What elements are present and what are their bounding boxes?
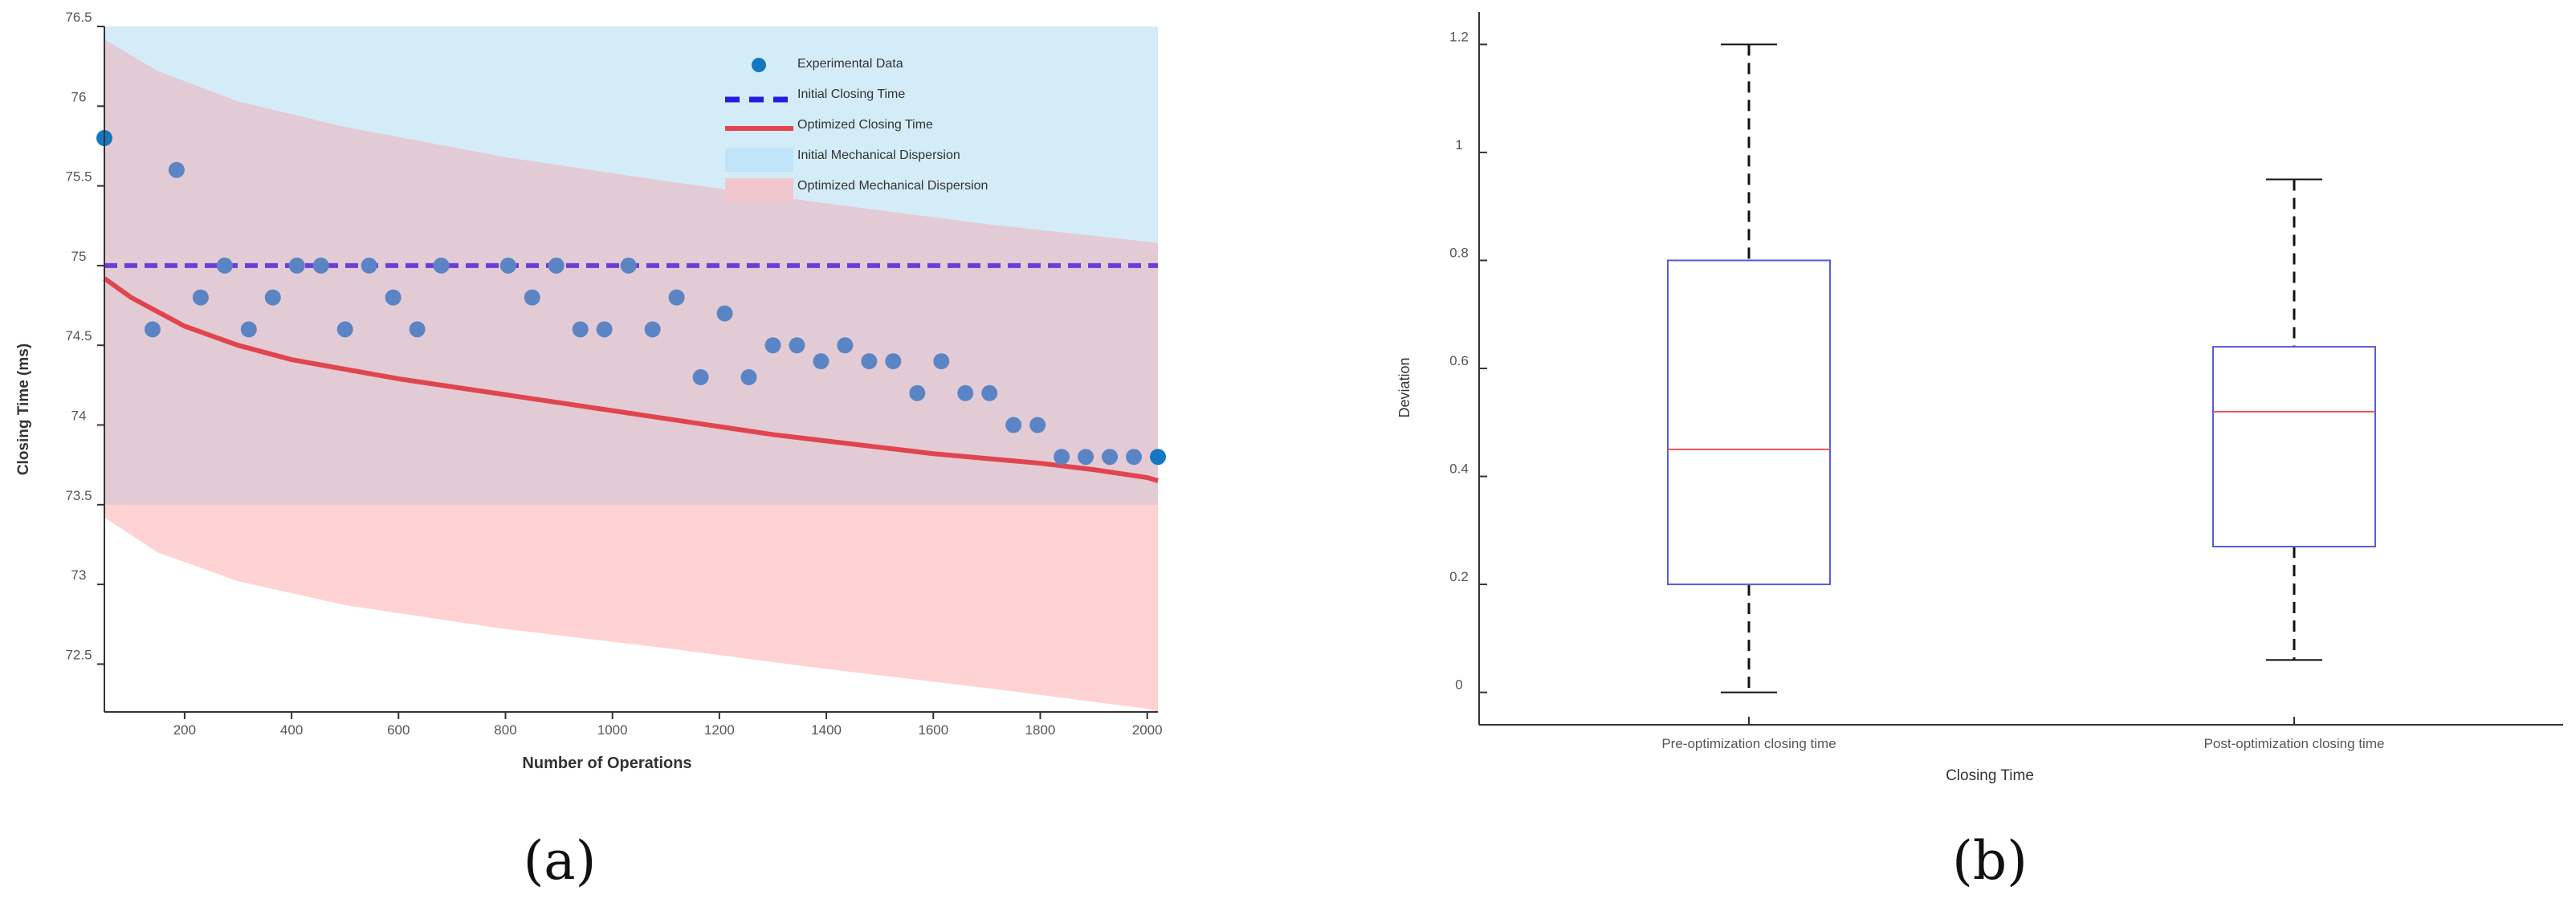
y-axis-title: Closing Time (ms) <box>15 344 32 475</box>
experimental-point <box>240 321 257 338</box>
x-tick-label: 1800 <box>1025 722 1056 738</box>
panel-label-b: (b) <box>1952 830 2028 892</box>
legend-label: Initial Mechanical Dispersion <box>797 148 960 162</box>
y-tick-label: 0.8 <box>1449 245 1469 260</box>
y-tick-label: 0.6 <box>1449 353 1469 368</box>
experimental-point <box>1126 449 1143 466</box>
x-tick-label: 1600 <box>918 722 948 738</box>
experimental-point <box>312 257 329 274</box>
y-tick-label: 1.2 <box>1449 29 1469 44</box>
experimental-point <box>168 161 185 178</box>
experimental-point <box>385 289 401 306</box>
experimental-point <box>1054 449 1070 466</box>
chart-a-closing-time: 200 400 600 800 1000 1200 1400 1600 1800 2000 72.5… <box>15 10 1166 772</box>
experimental-point <box>1078 449 1094 466</box>
experimental-point <box>361 257 377 274</box>
experimental-point <box>981 384 998 401</box>
experimental-point <box>885 353 902 370</box>
y-tick-label: 73 <box>71 567 87 583</box>
experimental-point <box>499 257 516 274</box>
experimental-point <box>1005 417 1022 433</box>
experimental-point <box>596 321 613 338</box>
y-tick-label: 74.5 <box>65 328 92 344</box>
y-axis-title: Deviation <box>1396 357 1412 417</box>
experimental-point <box>716 305 733 322</box>
y-tick-label: 1 <box>1455 137 1462 152</box>
legend-marker-optimized-band <box>725 178 793 202</box>
box <box>1667 259 1831 586</box>
y-tick-label: 73.5 <box>65 488 92 503</box>
x-tick-label: 400 <box>280 722 303 738</box>
experimental-point <box>216 257 233 274</box>
experimental-point <box>789 337 805 354</box>
experimental-point <box>933 353 950 370</box>
y-tick-label: 76.5 <box>65 10 92 25</box>
y-tick-label: 72.5 <box>65 647 92 662</box>
x-tick-label: Post-optimization closing time <box>2204 736 2385 751</box>
y-tick-label: 0 <box>1455 677 1462 693</box>
experimental-point <box>1150 449 1166 466</box>
optimized-closing-time-line <box>103 276 1159 483</box>
experimental-point <box>861 353 878 370</box>
x-tick-label: 800 <box>494 722 516 738</box>
experimental-point <box>909 384 926 401</box>
y-tick-label: 76 <box>71 89 87 104</box>
experimental-point <box>548 257 565 274</box>
x-axis-title: Closing Time <box>1946 767 2034 784</box>
y-tick-label: 75.5 <box>65 169 92 185</box>
y-tick-label: 75 <box>71 249 87 264</box>
experimental-point <box>692 368 709 385</box>
experimental-point <box>336 321 353 338</box>
experimental-point <box>668 289 685 306</box>
experimental-point <box>1029 417 1046 433</box>
experimental-point <box>813 353 829 370</box>
experimental-point <box>433 257 450 274</box>
y-tick-label: 0.4 <box>1449 462 1469 477</box>
legend-label: Optimized Closing Time <box>797 118 933 132</box>
experimental-point <box>288 257 305 274</box>
x-tick-label: 1200 <box>704 722 735 738</box>
experimental-point <box>192 289 209 306</box>
experimental-point <box>740 368 757 385</box>
experimental-point <box>957 384 974 401</box>
x-tick-label: 600 <box>387 722 410 738</box>
panel-label-a: (a) <box>524 830 597 892</box>
x-tick-label: 1000 <box>597 722 628 738</box>
legend-marker-experimental <box>752 58 766 72</box>
legend-label: Experimental Data <box>797 57 903 71</box>
legend-label: Optimized Mechanical Dispersion <box>797 179 988 193</box>
x-tick-label: 200 <box>173 722 196 738</box>
x-tick-label: Pre-optimization closing time <box>1661 736 1836 751</box>
legend-marker-initial-band <box>725 148 793 172</box>
experimental-point <box>144 321 161 338</box>
experimental-point <box>524 289 540 306</box>
experimental-point <box>264 289 281 306</box>
experimental-point <box>620 257 637 274</box>
experimental-point <box>837 337 854 354</box>
experimental-point <box>644 321 661 338</box>
box <box>2212 346 2376 547</box>
x-tick-label: 1400 <box>811 722 842 738</box>
x-tick-label: 2000 <box>1132 722 1163 738</box>
experimental-point <box>1102 449 1119 466</box>
y-tick-label: 74 <box>71 409 87 424</box>
y-tick-label: 0.2 <box>1449 569 1469 584</box>
experimental-point <box>572 321 589 338</box>
chart-b-deviation-boxplot: Pre-optimization closing time Post-optimi… <box>1396 12 2563 784</box>
experimental-point <box>764 337 781 354</box>
experimental-point <box>409 321 426 338</box>
x-axis-title: Number of Operations <box>522 754 691 772</box>
legend-label: Initial Closing Time <box>797 87 905 101</box>
